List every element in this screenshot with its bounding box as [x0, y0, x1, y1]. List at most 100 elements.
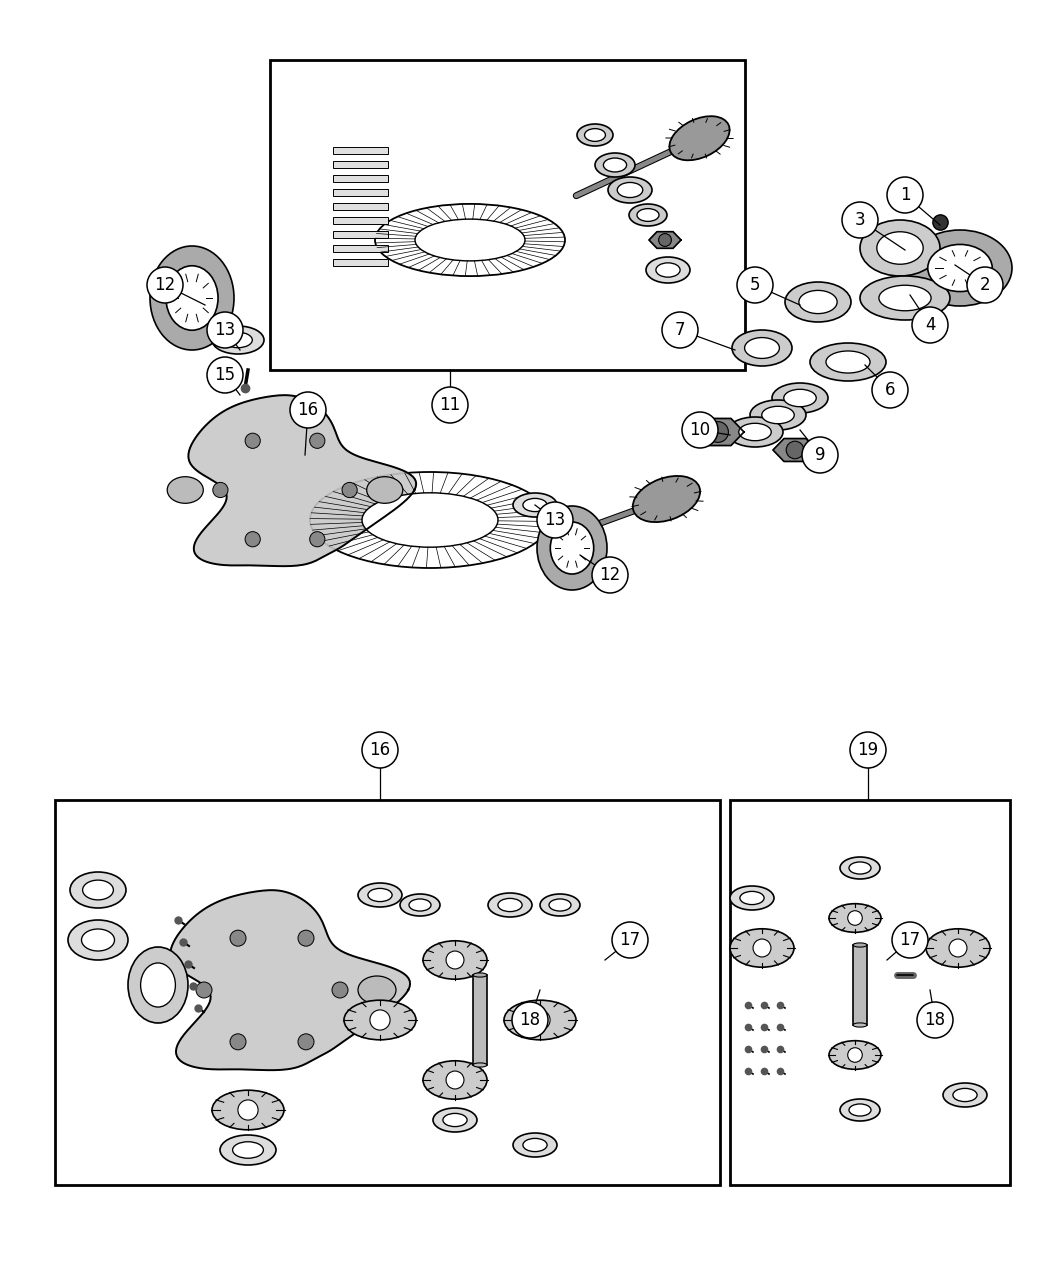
Text: 6: 6 [885, 381, 896, 399]
Ellipse shape [595, 153, 635, 177]
Bar [333, 231, 387, 237]
Ellipse shape [128, 947, 188, 1023]
Circle shape [708, 422, 729, 442]
Text: 16: 16 [297, 402, 318, 419]
Ellipse shape [498, 899, 522, 912]
Text: 18: 18 [924, 1011, 946, 1029]
Circle shape [332, 982, 348, 998]
Ellipse shape [167, 477, 204, 504]
Bar [333, 189, 387, 195]
Ellipse shape [928, 245, 992, 292]
Circle shape [207, 312, 243, 348]
Circle shape [847, 910, 862, 926]
Text: 2: 2 [980, 275, 990, 295]
Ellipse shape [926, 928, 990, 968]
Ellipse shape [433, 1108, 477, 1132]
Bar [333, 203, 387, 209]
Circle shape [530, 1010, 550, 1030]
Ellipse shape [656, 263, 680, 277]
Ellipse shape [772, 382, 828, 413]
Circle shape [230, 931, 246, 946]
Ellipse shape [83, 880, 113, 900]
Ellipse shape [233, 1141, 264, 1158]
Ellipse shape [358, 975, 396, 1003]
Ellipse shape [830, 1040, 881, 1070]
Bar [333, 161, 387, 167]
Ellipse shape [220, 1135, 276, 1165]
Ellipse shape [82, 929, 114, 951]
Text: 3: 3 [855, 210, 865, 229]
Ellipse shape [761, 407, 794, 423]
Text: 11: 11 [439, 397, 461, 414]
Ellipse shape [443, 1113, 467, 1127]
Ellipse shape [366, 477, 403, 504]
Circle shape [362, 732, 398, 768]
Text: 13: 13 [214, 321, 235, 339]
Ellipse shape [212, 1090, 284, 1130]
Ellipse shape [637, 209, 659, 222]
Ellipse shape [849, 862, 872, 875]
Circle shape [147, 266, 183, 303]
Text: 16: 16 [370, 741, 391, 759]
Ellipse shape [608, 177, 652, 203]
Ellipse shape [513, 493, 557, 516]
Circle shape [245, 434, 260, 449]
Circle shape [207, 357, 243, 393]
Text: 17: 17 [620, 931, 640, 949]
Ellipse shape [585, 129, 606, 142]
Bar [333, 147, 387, 153]
Ellipse shape [523, 499, 547, 511]
Circle shape [290, 391, 326, 428]
Bar [55, 799, 720, 1184]
Ellipse shape [550, 521, 593, 574]
Circle shape [912, 307, 948, 343]
Ellipse shape [629, 204, 667, 226]
Ellipse shape [523, 1139, 547, 1151]
Circle shape [850, 732, 886, 768]
Circle shape [967, 266, 1003, 303]
Ellipse shape [68, 921, 128, 960]
Ellipse shape [810, 343, 886, 381]
Circle shape [658, 233, 671, 246]
Ellipse shape [739, 423, 772, 441]
Circle shape [537, 502, 573, 538]
Ellipse shape [537, 506, 607, 590]
Bar [730, 799, 1010, 1184]
Bar [333, 245, 387, 251]
Circle shape [238, 1100, 258, 1119]
Circle shape [370, 1010, 391, 1030]
Ellipse shape [70, 872, 126, 908]
Ellipse shape [472, 1063, 487, 1067]
Ellipse shape [750, 400, 806, 430]
Ellipse shape [879, 286, 931, 311]
Text: 10: 10 [690, 421, 711, 439]
Circle shape [512, 1002, 548, 1038]
Circle shape [230, 1034, 246, 1049]
Ellipse shape [849, 1104, 872, 1116]
Circle shape [213, 482, 228, 497]
Polygon shape [649, 232, 681, 249]
Ellipse shape [488, 892, 532, 917]
Text: 1: 1 [900, 186, 910, 204]
Ellipse shape [840, 857, 880, 878]
Polygon shape [692, 418, 744, 445]
Ellipse shape [826, 351, 870, 374]
Circle shape [802, 437, 838, 473]
Circle shape [446, 1071, 464, 1089]
Ellipse shape [540, 894, 580, 915]
Ellipse shape [853, 1023, 867, 1028]
Text: 12: 12 [154, 275, 175, 295]
Ellipse shape [504, 1000, 576, 1040]
Ellipse shape [877, 232, 923, 264]
Ellipse shape [423, 1061, 487, 1099]
Ellipse shape [362, 493, 498, 547]
Ellipse shape [670, 116, 730, 161]
Ellipse shape [646, 258, 690, 283]
Circle shape [737, 266, 773, 303]
Ellipse shape [212, 326, 264, 354]
Circle shape [298, 1034, 314, 1049]
Text: 4: 4 [925, 316, 936, 334]
Ellipse shape [740, 891, 764, 904]
Text: 12: 12 [600, 566, 621, 584]
Ellipse shape [368, 889, 392, 901]
